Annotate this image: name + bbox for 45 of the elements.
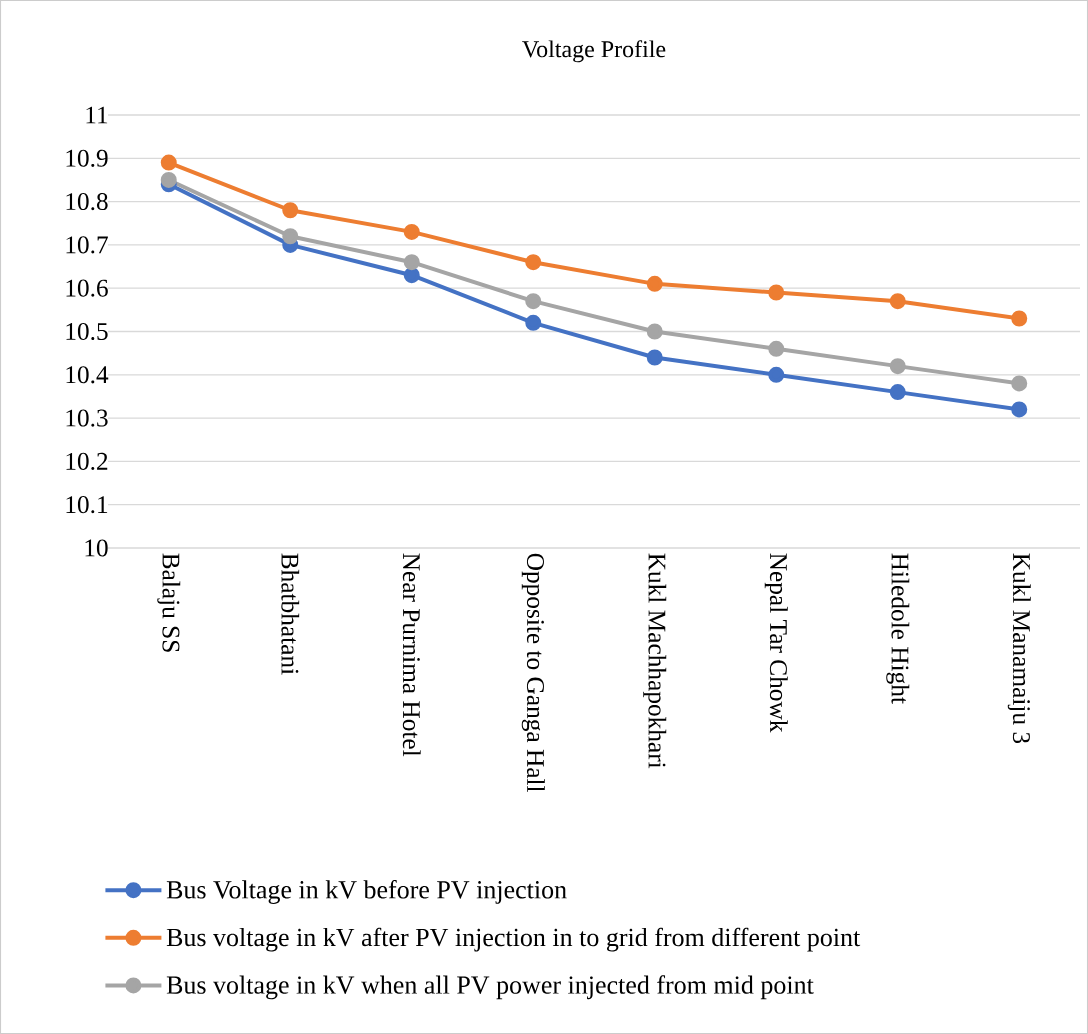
point bbox=[646, 349, 663, 366]
y-tick-label: 11 bbox=[86, 106, 108, 124]
point bbox=[889, 293, 906, 310]
y-tick-label: 10.2 bbox=[66, 452, 108, 470]
point bbox=[403, 223, 420, 240]
point bbox=[525, 314, 542, 331]
y-tick-label: 10.6 bbox=[66, 279, 108, 297]
point bbox=[768, 340, 785, 357]
x-tick-label: Hiledole Hight bbox=[886, 553, 910, 704]
chart-title: Voltage Profile bbox=[522, 40, 666, 63]
y-tick-label: 10.8 bbox=[66, 193, 108, 211]
x-tick-label: Kukl Manamaiju 3 bbox=[1007, 553, 1031, 744]
point bbox=[1011, 310, 1028, 327]
point bbox=[889, 358, 906, 375]
point bbox=[525, 254, 542, 271]
y-tick-label: 10.3 bbox=[66, 409, 108, 427]
y-tick-label: 10.9 bbox=[66, 149, 108, 167]
point bbox=[646, 323, 663, 340]
point bbox=[282, 228, 299, 245]
point bbox=[282, 202, 299, 219]
y-tick-label: 10.1 bbox=[66, 496, 108, 514]
point bbox=[1011, 375, 1028, 392]
x-tick-label: Bhatbhatani bbox=[281, 553, 300, 675]
point bbox=[889, 384, 906, 401]
x-tick-label: Balaju SS bbox=[157, 553, 181, 652]
x-tick-label: Kukl Machhapokhari bbox=[643, 553, 667, 769]
y-tick-label: 10.4 bbox=[66, 366, 109, 384]
x-tick-label: Near Purnima Hotel bbox=[402, 553, 421, 757]
point bbox=[160, 171, 177, 188]
point bbox=[403, 267, 420, 284]
y-tick-label: 10.5 bbox=[66, 322, 108, 341]
point bbox=[1011, 401, 1028, 418]
legend-label: Bus Voltage in kV before PV injection bbox=[166, 880, 567, 904]
point bbox=[525, 293, 542, 310]
y-tick-label: 10 bbox=[85, 539, 108, 557]
x-tick-label: Nepal Tar Chowk bbox=[764, 553, 788, 733]
legend-label: Bus voltage in kV when all PV power injected from mid point bbox=[166, 975, 814, 1000]
point bbox=[646, 275, 663, 292]
legend-label: Bus voltage in kV after PV injection in to grid from different point bbox=[166, 927, 861, 952]
point bbox=[403, 254, 420, 271]
point bbox=[160, 154, 177, 171]
point bbox=[768, 366, 785, 383]
x-tick-label: Opposite to Ganga Hall bbox=[521, 553, 545, 793]
point bbox=[768, 284, 785, 301]
y-tick-label: 10.7 bbox=[66, 236, 108, 254]
